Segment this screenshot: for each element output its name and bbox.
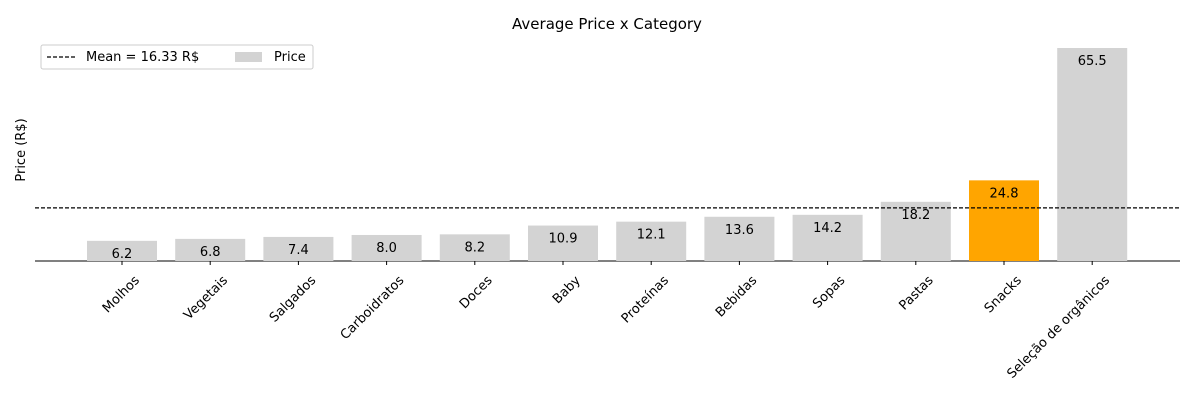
bar-1 xyxy=(175,238,246,261)
legend-mean-label: Mean = 16.33 R$ xyxy=(86,50,199,65)
x-tick-label-0: Molhos xyxy=(100,273,143,316)
x-tick-label-1: Vegetais xyxy=(181,273,231,323)
x-tick-label-7: Bebidas xyxy=(713,273,760,320)
x-tick-label-10: Snacks xyxy=(982,273,1025,316)
x-tick-label-4: Doces xyxy=(457,273,496,312)
x-tick-label-11: Seleção de orgânicos xyxy=(1005,273,1114,382)
x-tick-label-2: Salgados xyxy=(267,273,320,326)
data-label-5: 10.9 xyxy=(549,232,578,247)
bar-2 xyxy=(263,236,334,261)
x-tick-label-8: Sopas xyxy=(810,273,848,311)
y-axis-label: Price (R$) xyxy=(14,118,29,181)
bar-5 xyxy=(528,225,598,261)
bar-7 xyxy=(704,216,775,261)
data-label-8: 14.2 xyxy=(813,221,842,236)
bar-3 xyxy=(351,234,422,261)
x-tick-label-3: Carboidratos xyxy=(338,273,408,343)
x-tick-label-9: Pastas xyxy=(896,273,936,313)
data-label-3: 8.0 xyxy=(376,241,397,256)
bar-11 xyxy=(1057,48,1128,261)
data-label-9: 18.2 xyxy=(901,208,930,223)
data-label-2: 7.4 xyxy=(288,243,309,258)
chart-title: Average Price x Category xyxy=(512,15,702,33)
legend-price-label: Price xyxy=(274,50,306,65)
data-label-1: 6.8 xyxy=(200,245,221,260)
bar-8 xyxy=(792,214,863,261)
bar-10 xyxy=(969,180,1039,261)
legend-price-swatch xyxy=(235,52,262,62)
data-label-4: 8.2 xyxy=(464,240,485,255)
data-label-0: 6.2 xyxy=(112,247,133,262)
ticks-layer: Molhos Vegetais Salgados Carboidratos Doces B… xyxy=(100,261,1113,382)
bars-layer xyxy=(87,48,1128,261)
legend: Mean = 16.33 R$ Price xyxy=(40,44,314,70)
data-label-6: 12.1 xyxy=(637,228,666,243)
data-label-10: 24.8 xyxy=(990,186,1019,201)
bar-0 xyxy=(87,240,157,261)
bar-4 xyxy=(439,234,510,261)
x-tick-label-6: Proteínas xyxy=(619,273,672,326)
legend-box xyxy=(40,44,314,70)
data-label-11: 65.5 xyxy=(1078,54,1107,69)
labels-layer: 6.2 6.8 7.4 8.0 8.2 10.9 12.1 13.6 14.2 18.2 24.8 6… xyxy=(112,54,1107,262)
bar-6 xyxy=(616,221,687,261)
data-label-7: 13.6 xyxy=(725,223,754,238)
bar-9 xyxy=(880,201,951,261)
x-tick-label-5: Baby xyxy=(550,273,584,307)
